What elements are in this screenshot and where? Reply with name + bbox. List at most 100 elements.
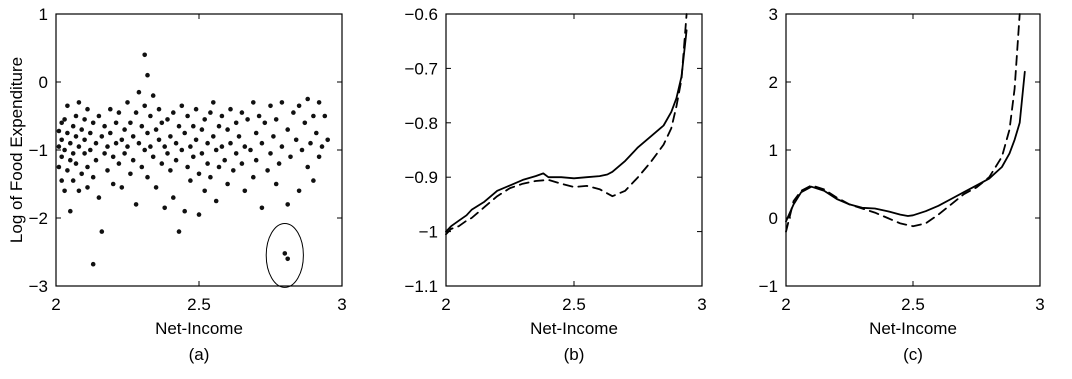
scatter-point bbox=[245, 117, 250, 122]
panel-a-ticks: 2 2.5 3 1 0 −1 −2 −3 bbox=[29, 5, 347, 314]
scatter-point bbox=[133, 110, 139, 115]
scatter-point bbox=[311, 178, 316, 183]
scatter-point bbox=[296, 188, 302, 194]
panel-c-ytick-label: 1 bbox=[769, 141, 778, 160]
panel-a-xtick-label: 2 bbox=[51, 295, 60, 314]
scatter-point bbox=[319, 144, 325, 149]
scatter-point bbox=[148, 144, 153, 149]
scatter-point bbox=[99, 229, 105, 234]
scatter-point bbox=[88, 147, 93, 153]
panel-b-curves bbox=[445, 13, 688, 236]
scatter-point bbox=[236, 134, 242, 139]
scatter-point bbox=[199, 127, 205, 132]
panel-b-ytick-label: −1.1 bbox=[404, 277, 438, 296]
panel-a-xtick-label: 3 bbox=[337, 295, 346, 314]
scatter-point bbox=[142, 103, 147, 109]
scatter-point bbox=[196, 171, 202, 177]
scatter-point bbox=[205, 161, 210, 166]
scatter-point bbox=[179, 147, 185, 153]
scatter-point bbox=[65, 103, 70, 109]
scatter-point bbox=[96, 195, 102, 200]
scatter-point bbox=[165, 117, 170, 122]
scatter-point bbox=[202, 117, 207, 122]
scatter-point bbox=[113, 120, 119, 126]
scatter-point bbox=[65, 168, 70, 173]
scatter-point bbox=[110, 154, 116, 160]
panel-a-ytick-label: −3 bbox=[29, 277, 48, 296]
scatter-point bbox=[191, 154, 196, 160]
scatter-point bbox=[285, 256, 291, 262]
scatter-point bbox=[59, 178, 64, 183]
panel-a-ytick-label: 0 bbox=[39, 73, 48, 92]
scatter-point bbox=[76, 188, 82, 194]
scatter-point bbox=[82, 137, 87, 143]
panel-c-xtick-label: 2 bbox=[781, 295, 790, 314]
scatter-point bbox=[59, 154, 64, 160]
panel-c-xtick-label: 3 bbox=[1035, 295, 1044, 314]
scatter-point bbox=[145, 174, 150, 180]
scatter-point bbox=[128, 120, 133, 126]
scatter-point bbox=[73, 161, 79, 166]
scatter-point bbox=[93, 157, 99, 163]
scatter-point bbox=[259, 140, 265, 146]
panel-c-label: (c) bbox=[903, 345, 923, 364]
scatter-point bbox=[133, 202, 139, 207]
panel-b-ytick-label: −0.6 bbox=[404, 5, 438, 24]
scatter-point bbox=[82, 117, 87, 122]
scatter-point bbox=[68, 157, 73, 163]
scatter-point bbox=[305, 164, 311, 170]
scatter-point bbox=[311, 113, 316, 119]
scatter-point bbox=[213, 147, 219, 153]
scatter-point bbox=[159, 120, 165, 126]
panel-a-ytick-label: −2 bbox=[29, 209, 48, 228]
panel-b-label: (b) bbox=[564, 345, 585, 364]
scatter-point bbox=[282, 251, 288, 256]
scatter-point bbox=[291, 110, 296, 115]
scatter-point bbox=[108, 130, 113, 136]
scatter-point bbox=[239, 110, 245, 115]
scatter-point bbox=[145, 72, 150, 78]
scatter-point bbox=[193, 137, 199, 143]
outlier-circle bbox=[265, 222, 304, 288]
scatter-point bbox=[159, 161, 165, 166]
scatter-point bbox=[99, 134, 105, 139]
scatter-point bbox=[113, 140, 119, 146]
scatter-point bbox=[271, 134, 276, 139]
scatter-point bbox=[171, 195, 176, 200]
scatter-point bbox=[116, 110, 122, 115]
scatter-point bbox=[171, 110, 176, 115]
scatter-point bbox=[93, 140, 99, 146]
scatter-point bbox=[253, 157, 259, 163]
scatter-point bbox=[156, 106, 162, 112]
scatter-point bbox=[279, 144, 285, 149]
scatter-point bbox=[70, 178, 76, 183]
panel-b-solid-curve bbox=[445, 29, 688, 233]
scatter-point bbox=[68, 208, 73, 214]
panel-a: 2 2.5 3 1 0 −1 −2 −3 Net-Income Log of Food Exp… bbox=[7, 5, 347, 364]
scatter-point bbox=[305, 96, 311, 102]
scatter-point bbox=[256, 113, 262, 119]
scatter-point bbox=[56, 164, 62, 170]
scatter-point bbox=[148, 113, 153, 119]
scatter-point bbox=[316, 154, 322, 160]
panel-b-ticks: 2 2.5 3 −0.6 −0.7 −0.8 −0.9 −1 −1.1 bbox=[404, 5, 706, 314]
panel-c-ytick-label: 2 bbox=[769, 73, 778, 92]
scatter-point bbox=[105, 168, 110, 173]
scatter-point bbox=[150, 154, 156, 160]
scatter-point bbox=[90, 261, 96, 267]
scatter-point bbox=[73, 113, 79, 119]
panel-b-ytick-label: −0.9 bbox=[404, 168, 438, 187]
scatter-point bbox=[119, 185, 125, 190]
scatter-point bbox=[145, 130, 150, 136]
panel-c-ticks: 2 2.5 3 3 2 1 0 −1 bbox=[759, 5, 1045, 314]
scatter-point bbox=[162, 144, 167, 149]
scatter-point bbox=[76, 144, 82, 149]
scatter-point bbox=[105, 144, 110, 149]
scatter-point bbox=[59, 137, 64, 143]
scatter-point bbox=[162, 205, 167, 211]
scatter-point bbox=[288, 154, 293, 160]
scatter-point bbox=[136, 89, 142, 95]
scatter-point bbox=[208, 174, 213, 180]
scatter-point bbox=[116, 161, 122, 166]
panel-c-ytick-label: 3 bbox=[769, 5, 778, 24]
